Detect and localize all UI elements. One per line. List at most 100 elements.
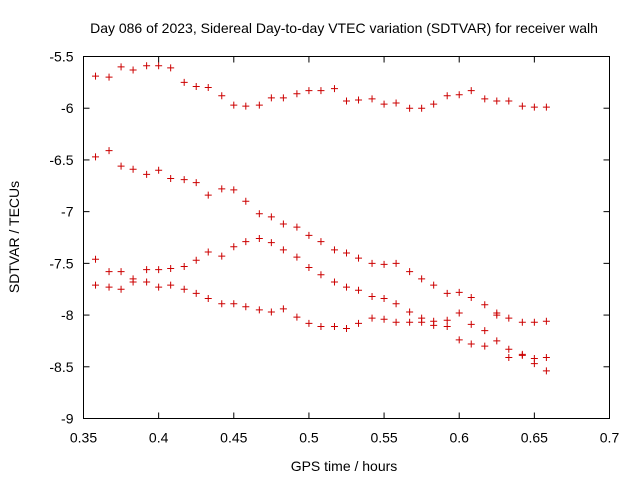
data-point: [505, 353, 513, 361]
x-axis: 0.35 0.4 0.45 0.5 0.55 0.6 0.65 0.7: [70, 56, 620, 446]
data-point: [467, 293, 475, 301]
data-point: [355, 254, 363, 262]
x-tick-label: 0.6: [449, 430, 469, 446]
data-point: [192, 179, 200, 187]
y-axis-label: SDTVAR / TECUs: [6, 181, 22, 293]
data-point: [129, 165, 137, 173]
data-point: [343, 325, 350, 333]
data-point: [493, 97, 501, 105]
data-point: [155, 62, 163, 70]
data-point: [481, 342, 489, 350]
data-point: [279, 305, 287, 313]
data-point: [155, 266, 163, 274]
x-tick-label: 0.4: [149, 430, 169, 446]
data-point: [305, 263, 313, 271]
data-point: [279, 94, 287, 102]
y-tick-label: -9: [61, 411, 74, 427]
x-tick-label: 0.55: [370, 430, 397, 446]
data-point: [518, 102, 526, 110]
data-point: [430, 281, 438, 289]
data-point: [355, 96, 363, 104]
data-point: [180, 262, 188, 270]
data-point: [143, 266, 151, 274]
data-point: [443, 92, 451, 100]
data-point: [192, 82, 200, 90]
data-point: [317, 87, 325, 95]
plot-frame: [83, 56, 610, 419]
data-point: [267, 308, 275, 316]
data-point: [279, 246, 287, 254]
data-point: [255, 306, 263, 314]
data-point: [317, 238, 325, 246]
data-point: [481, 301, 489, 309]
data-point: [518, 318, 526, 326]
series-C: [92, 235, 550, 363]
data-point: [218, 92, 226, 100]
data-point: [293, 313, 301, 321]
data-point: [105, 73, 113, 81]
data-point: [380, 295, 388, 303]
data-point: [204, 295, 212, 303]
data-point: [255, 210, 263, 218]
data-point: [204, 191, 212, 199]
data-point: [218, 252, 226, 260]
x-tick-label: 0.5: [299, 430, 319, 446]
data-point: [255, 101, 263, 109]
data-point: [481, 95, 489, 103]
data-point: [293, 223, 301, 231]
data-point: [392, 300, 400, 308]
data-point: [167, 265, 175, 273]
data-point: [330, 246, 338, 254]
data-point: [530, 318, 538, 326]
data-point: [218, 300, 226, 308]
data-point: [443, 316, 451, 324]
data-point: [343, 249, 350, 257]
data-point: [392, 259, 400, 267]
x-tick-label: 0.65: [521, 430, 548, 446]
y-tick-label: -8: [61, 307, 74, 323]
data-point: [330, 278, 338, 286]
data-point: [255, 235, 263, 243]
data-point: [406, 308, 414, 316]
data-point: [105, 147, 113, 155]
data-point: [167, 281, 175, 289]
x-tick-label: 0.7: [600, 430, 620, 446]
chart-title: Day 086 of 2023, Sidereal Day-to-day VTE…: [90, 20, 598, 36]
data-point: [267, 213, 275, 221]
data-point: [242, 102, 250, 110]
data-point: [330, 85, 338, 93]
data-point: [418, 275, 426, 283]
data-point: [343, 97, 350, 105]
data-point: [505, 97, 513, 105]
data-point: [129, 66, 137, 74]
data-point: [542, 353, 550, 361]
data-point: [455, 288, 463, 296]
data-point: [218, 185, 226, 193]
data-point: [343, 283, 350, 291]
x-tick-label: 0.35: [70, 430, 97, 446]
data-point: [204, 84, 212, 92]
data-point: [305, 319, 313, 327]
data-point: [155, 166, 163, 174]
data-point: [105, 268, 113, 276]
data-point: [430, 321, 438, 329]
data-point: [167, 64, 175, 72]
y-tick-label: -5.5: [49, 49, 73, 65]
data-point: [467, 87, 475, 95]
x-axis-label: GPS time / hours: [291, 458, 398, 474]
data-point: [355, 286, 363, 294]
x-tick-label: 0.45: [220, 430, 247, 446]
data-point: [418, 104, 426, 112]
data-point: [143, 62, 151, 70]
data-point: [542, 317, 550, 325]
data-point: [242, 238, 250, 246]
data-point: [92, 72, 100, 80]
data-point: [230, 300, 238, 308]
data-point: [305, 231, 313, 239]
y-tick-label: -6: [61, 100, 74, 116]
data-point: [380, 260, 388, 268]
data-point: [242, 303, 250, 311]
data-point: [330, 322, 338, 330]
data-point: [493, 311, 501, 319]
